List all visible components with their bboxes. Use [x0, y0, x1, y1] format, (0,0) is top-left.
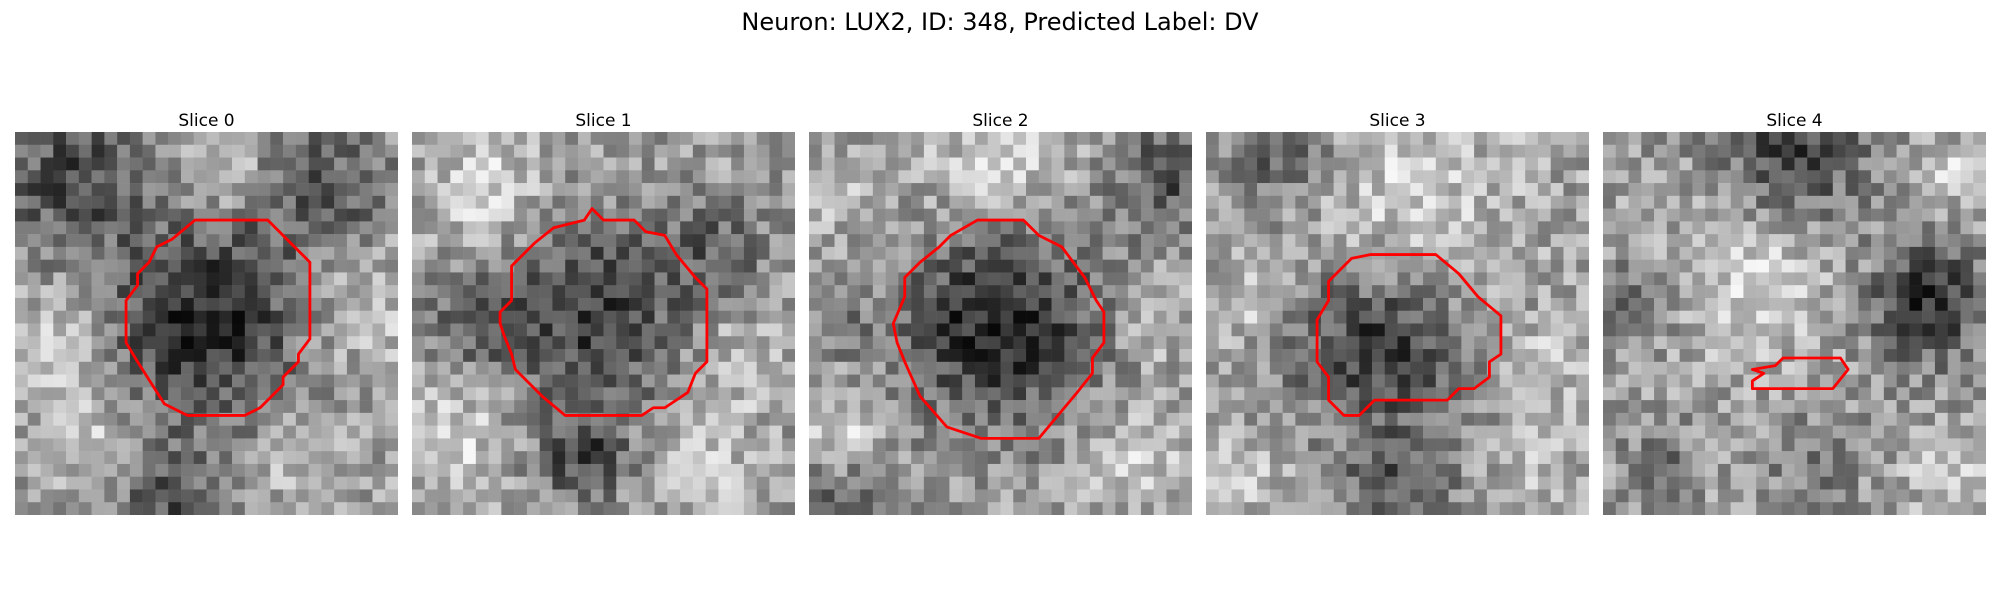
pixel-grid — [1603, 132, 1986, 515]
pixel-grid — [809, 132, 1192, 515]
slice-panel-1: Slice 1 — [412, 110, 795, 515]
roi-contour — [498, 207, 709, 417]
slice-image-3 — [1206, 132, 1589, 515]
slice-image-0 — [15, 132, 398, 515]
pixel-grid — [1206, 132, 1589, 515]
pixel-grid — [15, 132, 398, 515]
slice-panel-3: Slice 3 — [1206, 110, 1589, 515]
slice-image-1 — [412, 132, 795, 515]
roi-contour — [124, 218, 312, 417]
figure-title: Neuron: LUX2, ID: 348, Predicted Label: … — [741, 8, 1259, 36]
slice-title: Slice 2 — [972, 111, 1029, 131]
pixel-grid — [412, 132, 795, 515]
slice-image-2 — [809, 132, 1192, 515]
slice-title: Slice 3 — [1369, 111, 1426, 131]
slice-panel-2: Slice 2 — [809, 110, 1192, 515]
slice-title: Slice 4 — [1766, 111, 1823, 131]
slice-panel-0: Slice 0 — [15, 110, 398, 515]
slice-image-4 — [1603, 132, 1986, 515]
roi-contour — [1315, 253, 1503, 417]
slice-title: Slice 1 — [575, 111, 632, 131]
roi-contour — [1750, 356, 1850, 391]
slice-title: Slice 0 — [178, 111, 235, 131]
roi-contour — [891, 218, 1106, 440]
slice-panel-4: Slice 4 — [1603, 110, 1986, 515]
